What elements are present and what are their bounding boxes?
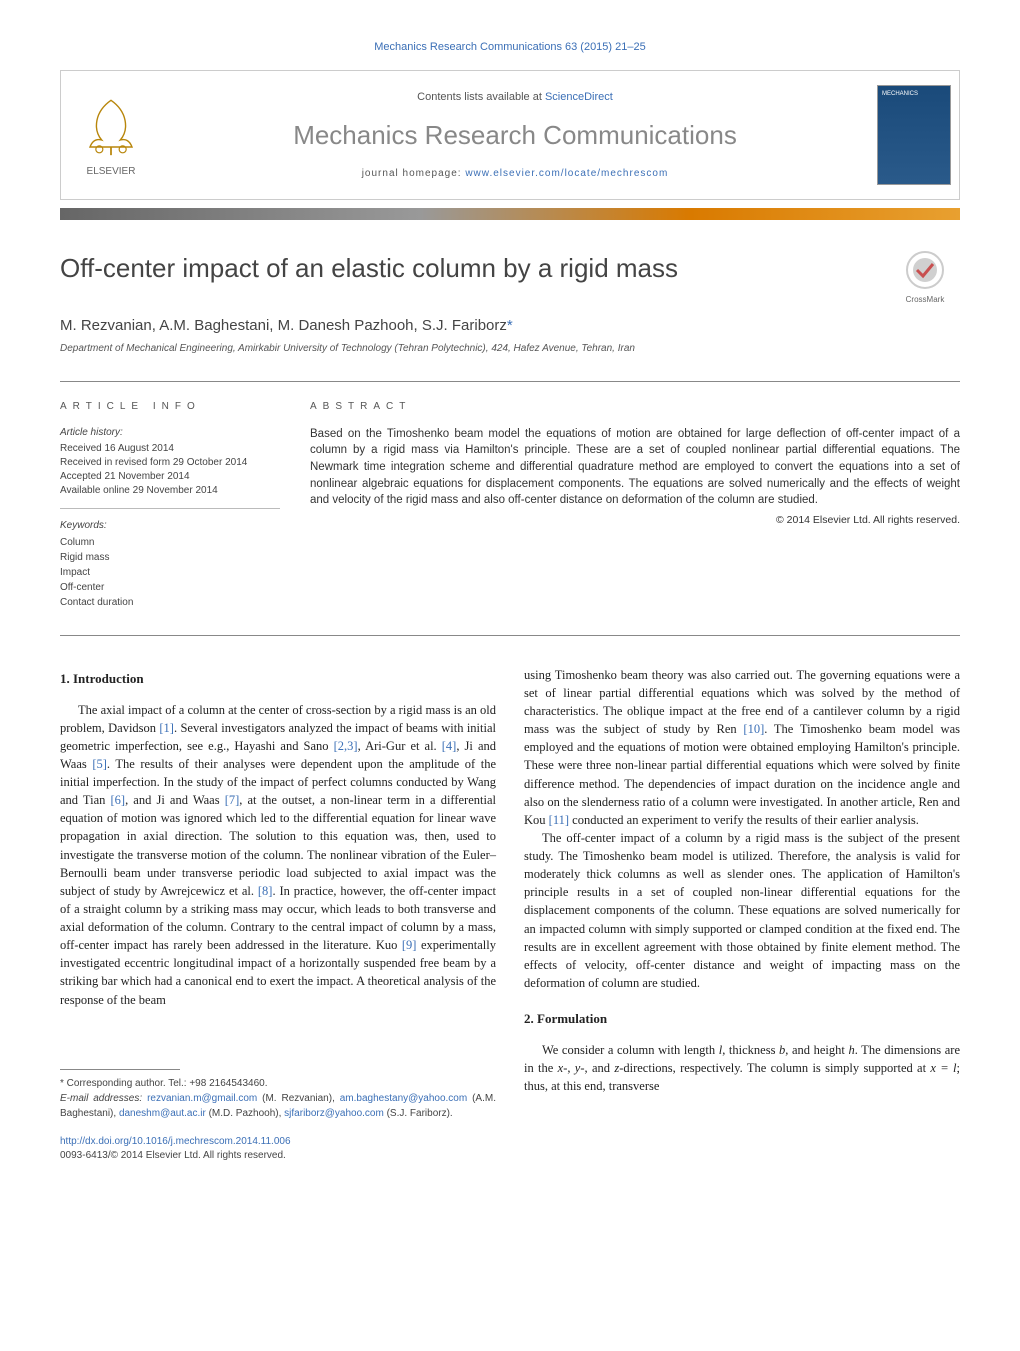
article-info: ARTICLE INFO Article history: Received 1… <box>60 400 280 610</box>
author-list: M. Rezvanian, A.M. Baghestani, M. Danesh… <box>60 317 507 334</box>
intro-para-1: The axial impact of a column at the cent… <box>60 701 496 1009</box>
abstract-text: Based on the Timoshenko beam model the e… <box>310 426 960 509</box>
revised-date: Received in revised form 29 October 2014 <box>60 456 280 470</box>
homepage-link[interactable]: www.elsevier.com/locate/mechrescom <box>465 168 668 179</box>
section-2-heading: 2. Formulation <box>524 1010 960 1029</box>
email-addresses: E-mail addresses: rezvanian.m@gmail.com … <box>60 1091 496 1121</box>
running-header: Mechanics Research Communications 63 (20… <box>60 40 960 55</box>
contents-line: Contents lists available at ScienceDirec… <box>181 90 849 105</box>
abstract: ABSTRACT Based on the Timoshenko beam mo… <box>310 400 960 610</box>
header-center: Contents lists available at ScienceDirec… <box>161 80 869 192</box>
ref-link[interactable]: [6] <box>111 793 126 807</box>
doi-block: http://dx.doi.org/10.1016/j.mechrescom.2… <box>60 1135 496 1164</box>
online-date: Available online 29 November 2014 <box>60 484 280 498</box>
keyword-list: Column Rigid mass Impact Off-center Cont… <box>60 535 280 610</box>
color-bar <box>60 208 960 220</box>
crossmark-label: CrossMark <box>890 294 960 305</box>
history-label: Article history: <box>60 426 280 440</box>
cover-title: MECHANICS <box>878 86 950 102</box>
ref-link[interactable]: [2,3] <box>334 739 358 753</box>
affiliation: Department of Mechanical Engineering, Am… <box>60 342 960 356</box>
accepted-date: Accepted 21 November 2014 <box>60 470 280 484</box>
keywords-label: Keywords: <box>60 519 280 533</box>
intro-para-2: using Timoshenko beam theory was also ca… <box>524 666 960 829</box>
ref-link[interactable]: [11] <box>549 813 569 827</box>
keyword: Rigid mass <box>60 550 280 565</box>
abstract-heading: ABSTRACT <box>310 400 960 414</box>
citation-link[interactable]: Mechanics Research Communications 63 (20… <box>374 41 645 53</box>
ref-link[interactable]: [10] <box>743 722 764 736</box>
body-columns: 1. Introduction The axial impact of a co… <box>60 666 960 1164</box>
ref-link[interactable]: [8] <box>258 884 273 898</box>
ref-link[interactable]: [9] <box>402 938 417 952</box>
homepage-prefix: journal homepage: <box>362 168 466 179</box>
abstract-copyright: © 2014 Elsevier Ltd. All rights reserved… <box>310 513 960 528</box>
journal-name: Mechanics Research Communications <box>181 117 849 153</box>
email-link[interactable]: rezvanian.m@gmail.com <box>147 1093 257 1104</box>
email-link[interactable]: am.baghestany@yahoo.com <box>340 1093 467 1104</box>
info-heading: ARTICLE INFO <box>60 400 280 414</box>
keyword: Column <box>60 535 280 550</box>
elsevier-tree-icon <box>76 91 146 161</box>
doi-link[interactable]: http://dx.doi.org/10.1016/j.mechrescom.2… <box>60 1136 291 1147</box>
footnote-separator <box>60 1069 180 1070</box>
intro-para-3: The off-center impact of a column by a r… <box>524 829 960 992</box>
homepage-line: journal homepage: www.elsevier.com/locat… <box>181 167 849 181</box>
article-title: Off-center impact of an elastic column b… <box>60 250 890 286</box>
ref-link[interactable]: [7] <box>225 793 240 807</box>
footnotes: * Corresponding author. Tel.: +98 216454… <box>60 1076 496 1121</box>
authors: M. Rezvanian, A.M. Baghestani, M. Danesh… <box>60 315 960 336</box>
elsevier-logo: ELSEVIER <box>61 71 161 199</box>
issn-copyright: 0093-6413/© 2014 Elsevier Ltd. All right… <box>60 1150 286 1161</box>
title-row: Off-center impact of an elastic column b… <box>60 250 960 304</box>
crossmark-badge[interactable]: CrossMark <box>890 250 960 304</box>
contents-prefix: Contents lists available at <box>417 91 545 103</box>
email-link[interactable]: daneshm@aut.ac.ir <box>119 1108 206 1119</box>
journal-header-box: ELSEVIER Contents lists available at Sci… <box>60 70 960 200</box>
info-abstract-row: ARTICLE INFO Article history: Received 1… <box>60 382 960 636</box>
elsevier-text: ELSEVIER <box>87 165 136 179</box>
formulation-para-1: We consider a column with length l, thic… <box>524 1041 960 1095</box>
crossmark-icon <box>905 250 945 290</box>
history-block: Article history: Received 16 August 2014… <box>60 426 280 509</box>
cover-thumbnail: MECHANICS <box>869 71 959 199</box>
ref-link[interactable]: [5] <box>92 757 107 771</box>
sciencedirect-link[interactable]: ScienceDirect <box>545 91 613 103</box>
ref-link[interactable]: [4] <box>442 739 457 753</box>
email-link[interactable]: sjfariborz@yahoo.com <box>284 1108 384 1119</box>
keywords-block: Keywords: Column Rigid mass Impact Off-c… <box>60 519 280 610</box>
keyword: Off-center <box>60 580 280 595</box>
keyword: Contact duration <box>60 595 280 610</box>
keyword: Impact <box>60 565 280 580</box>
corresponding-mark: * <box>507 317 513 334</box>
section-1-heading: 1. Introduction <box>60 670 496 689</box>
ref-link[interactable]: [1] <box>159 721 174 735</box>
received-date: Received 16 August 2014 <box>60 442 280 456</box>
page: Mechanics Research Communications 63 (20… <box>0 0 1020 1194</box>
corresponding-author: * Corresponding author. Tel.: +98 216454… <box>60 1076 496 1091</box>
